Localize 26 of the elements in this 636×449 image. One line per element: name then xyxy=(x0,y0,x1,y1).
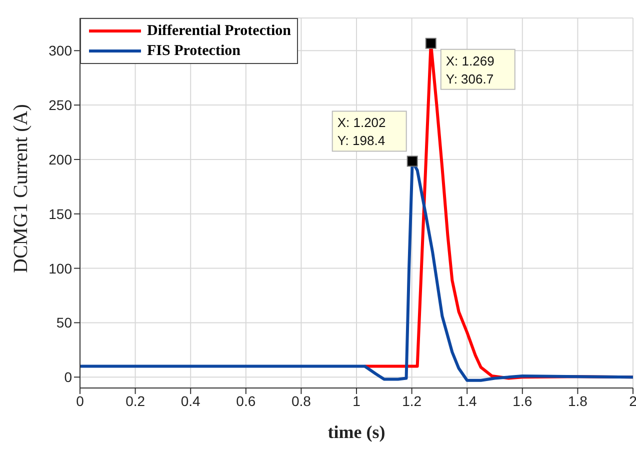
x-tick-label: 0.6 xyxy=(236,392,256,409)
y-tick-label: 150 xyxy=(48,206,72,222)
y-tick-label: 250 xyxy=(48,97,72,114)
x-tick-label: 1.8 xyxy=(568,392,588,409)
y-tick-label: 200 xyxy=(48,151,72,168)
x-tick-label: 1.2 xyxy=(402,392,422,409)
x-tick-label: 0 xyxy=(76,392,84,409)
x-tick-label: 0.2 xyxy=(126,392,146,409)
datatip: X: 1.269 Y: 306.7 xyxy=(425,38,516,90)
x-tick-label: 0.4 xyxy=(180,392,201,409)
datatip: X: 1.202 Y: 198.4 xyxy=(332,110,418,167)
y-tick-label: 0 xyxy=(64,369,72,386)
legend-label: FIS Protection xyxy=(147,42,240,61)
annotation: X: 1.202 Y: 198.4 xyxy=(337,115,386,148)
annotation: X: 1.269 Y: 306.7 xyxy=(446,53,494,86)
x-tick-label: 1.4 xyxy=(457,392,478,409)
y-tick-label: 50 xyxy=(56,314,72,331)
y-tick-label: 300 xyxy=(48,42,72,59)
x-tick-label: 2 xyxy=(629,392,636,409)
x-tick-label: 1.6 xyxy=(512,392,532,409)
y-tick-label: 100 xyxy=(48,260,72,276)
y-axis-title: DCMG1 Current (A) xyxy=(10,104,32,273)
x-axis-title: time (s) xyxy=(328,422,386,442)
legend-label: Differential Protection xyxy=(147,22,291,41)
x-tick-label: 0.8 xyxy=(291,392,312,409)
x-tick-label: 1 xyxy=(352,392,361,409)
